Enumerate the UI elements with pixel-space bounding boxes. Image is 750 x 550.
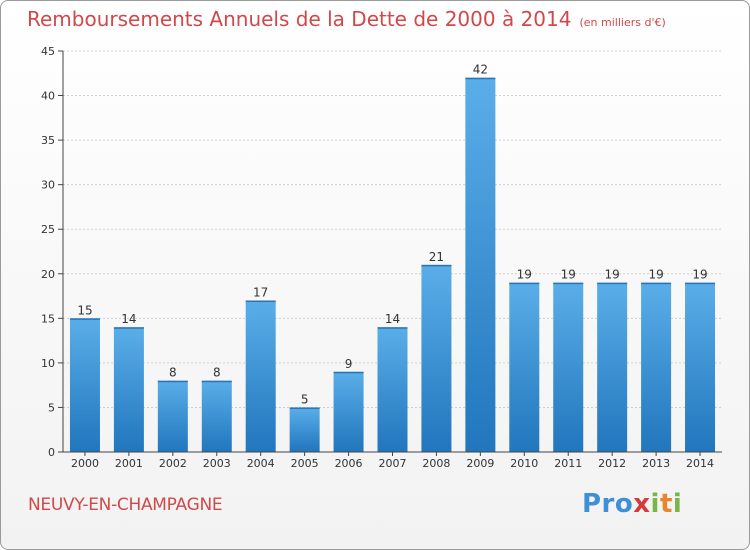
- x-tick-label: 2003: [203, 457, 231, 470]
- data-label: 14: [385, 312, 400, 326]
- x-tick-label: 2001: [115, 457, 143, 470]
- x-tick-label: 2005: [291, 457, 319, 470]
- x-tick-label: 2004: [247, 457, 275, 470]
- bar-top-edge: [377, 327, 408, 329]
- data-label: 8: [213, 366, 221, 380]
- y-tick-label: 45: [41, 45, 55, 58]
- bar-top-edge: [201, 380, 232, 383]
- bar-top-edge: [245, 300, 276, 303]
- bar-2002: [157, 380, 188, 452]
- data-labels: 15 14 8 8 17 5 9 14 21 42 19 19 19 19 19: [77, 63, 707, 407]
- bar-2003: [201, 380, 232, 452]
- chart-title-unit: (en milliers d'€): [579, 16, 666, 29]
- bar-2011: [553, 282, 584, 452]
- chart-title-main: Remboursements Annuels de la Dette de 20…: [27, 7, 572, 31]
- y-tick-label: 40: [41, 90, 55, 103]
- data-label: 14: [121, 312, 136, 326]
- data-label: 19: [605, 268, 620, 282]
- bar-top-edge: [157, 380, 188, 383]
- x-tick-label: 2013: [642, 457, 670, 470]
- bar-top-edge: [597, 282, 628, 285]
- y-tick-label: 30: [41, 179, 55, 192]
- bar-2009: [465, 77, 496, 452]
- data-label: 8: [169, 366, 177, 380]
- logo-part-1: Pro: [582, 489, 634, 519]
- y-tick-label: 0: [48, 446, 55, 459]
- bar-2008: [421, 264, 452, 452]
- bar-top-edge: [333, 371, 364, 374]
- bar-top-edge: [553, 282, 584, 285]
- bar-top-edge: [641, 282, 672, 285]
- bar-2005: [289, 407, 320, 452]
- bar-2010: [509, 282, 540, 452]
- bar-2006: [333, 371, 364, 452]
- x-tick-label: 2010: [510, 457, 538, 470]
- data-label: 19: [561, 268, 576, 282]
- data-label: 21: [429, 250, 444, 264]
- data-label: 9: [345, 357, 353, 371]
- proxiti-logo[interactable]: Proxiti: [582, 489, 682, 519]
- logo-part-5: i: [672, 489, 683, 519]
- y-tick-label: 15: [41, 312, 55, 325]
- bar-top-edge: [685, 282, 716, 285]
- x-tick-label: 2006: [335, 457, 363, 470]
- logo-part-3: i: [650, 489, 660, 519]
- x-tick-label: 2014: [686, 457, 714, 470]
- y-axis-ticks: 0 5 10 15 20 25 30 35 40 45: [41, 45, 63, 459]
- x-tick-label: 2008: [422, 457, 450, 470]
- bar-top-edge: [69, 318, 100, 320]
- x-tick-label: 2011: [554, 457, 582, 470]
- bars: [69, 77, 716, 452]
- data-label: 15: [77, 303, 92, 317]
- y-tick-label: 35: [41, 134, 55, 147]
- bar-2004: [245, 300, 276, 452]
- data-label: 19: [648, 268, 663, 282]
- x-axis-ticks: 2000 2001 2002 2003 2004 2005 2006 2007 2008 2009…: [71, 452, 714, 470]
- bar-2007: [377, 327, 408, 452]
- bar-2014: [685, 282, 716, 452]
- bar-2013: [641, 282, 672, 452]
- bar-2012: [597, 282, 628, 452]
- y-tick-label: 25: [41, 223, 55, 236]
- x-tick-label: 2000: [71, 457, 99, 470]
- data-label: 42: [473, 63, 488, 77]
- bar-2001: [113, 327, 144, 452]
- y-tick-label: 10: [41, 357, 55, 370]
- y-tick-label: 20: [41, 268, 55, 281]
- bar-top-edge: [289, 407, 320, 409]
- data-label: 19: [517, 268, 532, 282]
- bar-2000: [69, 318, 100, 452]
- data-label: 17: [253, 286, 268, 300]
- y-tick-label: 5: [48, 401, 55, 414]
- x-tick-label: 2007: [379, 457, 407, 470]
- bar-top-edge: [465, 77, 496, 80]
- bar-top-edge: [509, 282, 540, 285]
- x-tick-label: 2012: [598, 457, 626, 470]
- logo-part-4: t: [659, 489, 673, 519]
- bar-top-edge: [421, 264, 452, 267]
- bar-top-edge: [113, 327, 144, 329]
- chart-title: Remboursements Annuels de la Dette de 20…: [27, 7, 666, 31]
- data-label: 19: [692, 268, 707, 282]
- x-tick-label: 2009: [466, 457, 494, 470]
- place-name: NEUVY-EN-CHAMPAGNE: [28, 495, 223, 515]
- data-label: 5: [301, 392, 309, 406]
- logo-part-2: x: [633, 489, 651, 519]
- x-tick-label: 2002: [159, 457, 187, 470]
